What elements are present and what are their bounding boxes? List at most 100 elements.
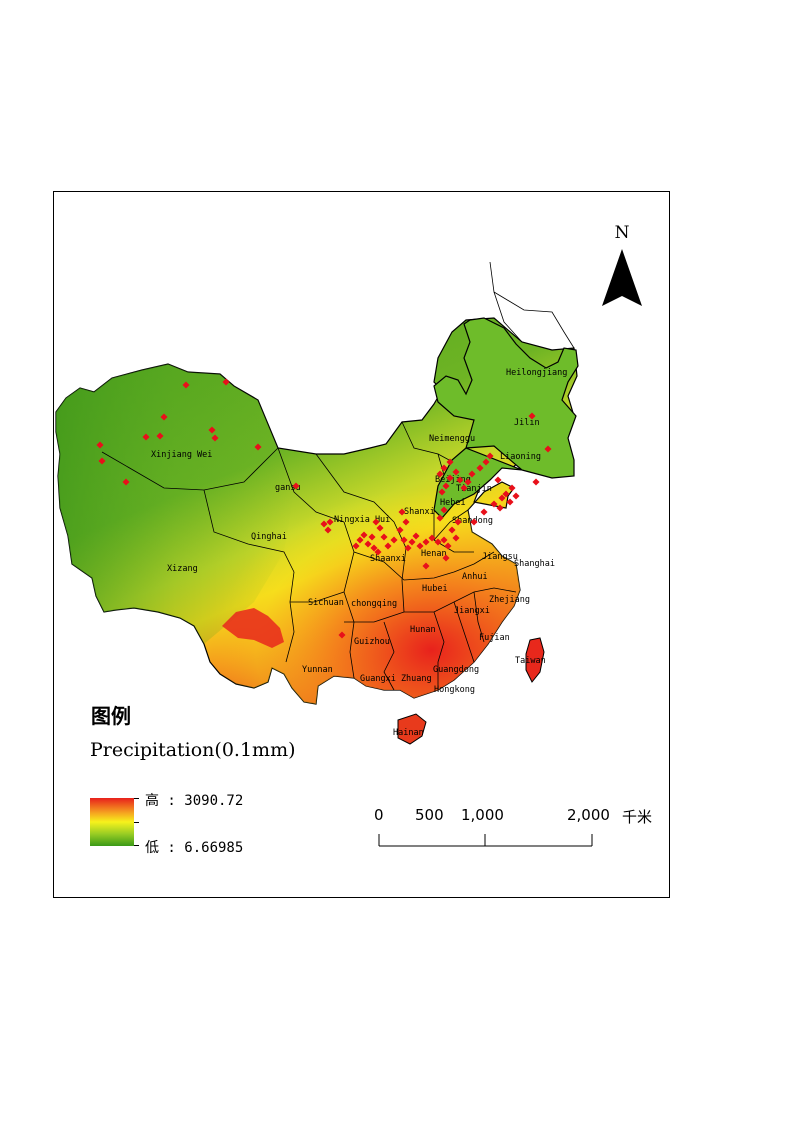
legend-low-label: 低 : 6.66985 (145, 840, 244, 856)
label-heilongjiang: Heilongjiang (506, 368, 567, 378)
sample-point (444, 542, 452, 550)
sample-point (532, 478, 540, 486)
province-labels: Heilongjiang Jilin Liaoning Neimenggu Xi… (151, 368, 567, 738)
label-chongqing: chongqing (351, 599, 397, 609)
label-xinjiang: Xinjiang Wei (151, 450, 212, 460)
sample-point (98, 457, 106, 465)
scale-unit: 千米 (622, 808, 653, 826)
sample-point (468, 470, 476, 478)
sample-point (494, 476, 502, 484)
sample-point (96, 441, 104, 449)
sample-point (384, 542, 392, 550)
sample-point (412, 532, 420, 540)
label-jiangsu: Jiangsu (482, 552, 518, 562)
sample-point (356, 536, 364, 544)
sample-points (96, 378, 552, 639)
label-gansu: gansu (275, 483, 301, 493)
sample-point (440, 506, 448, 514)
label-hunan: Hunan (410, 625, 436, 635)
north-arrow: N (602, 223, 642, 306)
sample-point (402, 518, 410, 526)
sample-point (364, 540, 372, 548)
sample-point (506, 498, 514, 506)
sample-point (428, 534, 436, 542)
sample-point (454, 518, 462, 526)
taiwan-island (525, 637, 545, 683)
sample-point (476, 464, 484, 472)
sample-point (408, 538, 416, 546)
sample-point (396, 526, 404, 534)
sample-point (438, 488, 446, 496)
sample-point (446, 474, 454, 482)
label-jilin: Jilin (514, 418, 540, 428)
sample-point (452, 468, 460, 476)
sample-point (512, 492, 520, 500)
sample-point (456, 476, 464, 484)
label-hainan: Hainan (393, 728, 424, 738)
scale-tick-1000: 1,000 (461, 806, 504, 824)
sample-point (490, 500, 498, 508)
label-hubei: Hubei (422, 584, 448, 594)
legend-subtitle: Precipitation(0.1mm) (90, 739, 296, 761)
sample-point (338, 631, 346, 639)
sample-point (464, 478, 472, 486)
label-hebei: Hebei (440, 498, 466, 508)
sample-point (324, 526, 332, 534)
sample-point (442, 482, 450, 490)
sample-point (370, 544, 378, 552)
sample-point (292, 482, 300, 490)
label-qinghai: Qinghai (251, 532, 287, 542)
label-fujian: Fujian (479, 633, 510, 643)
sample-point (390, 536, 398, 544)
sample-point (398, 508, 406, 516)
label-henan: Henan (421, 549, 447, 559)
label-ningxia: Ningxia Hui (334, 515, 390, 525)
legend-tick-mid (134, 822, 139, 823)
sample-point (436, 470, 444, 478)
sample-point (480, 508, 488, 516)
sample-point (122, 478, 130, 486)
sample-point (368, 533, 376, 541)
sample-point (434, 538, 442, 546)
north-arrow-label: N (615, 223, 630, 243)
sample-point (508, 484, 516, 492)
label-neimenggu: Neimenggu (429, 434, 475, 444)
sample-point (498, 494, 506, 502)
map-frame: Heilongjiang Jilin Liaoning Neimenggu Xi… (53, 191, 670, 898)
sample-point (446, 458, 454, 466)
sample-point (376, 524, 384, 532)
legend-tick-high (134, 798, 139, 799)
label-guizhou: Guizhou (354, 637, 390, 647)
sample-point (482, 458, 490, 466)
sample-point (160, 413, 168, 421)
sample-point (380, 533, 388, 541)
sample-point (208, 426, 216, 434)
label-sichuan: Sichuan (308, 598, 344, 608)
label-zhejiang: Zhejiang (489, 595, 530, 605)
label-xizang: Xizang (167, 564, 198, 574)
scale-tick-0: 0 (374, 806, 384, 824)
sample-point (448, 526, 456, 534)
sample-point (436, 514, 444, 522)
sample-point (442, 554, 450, 562)
sample-point (470, 518, 478, 526)
label-beijing: Beijing (435, 475, 471, 485)
sample-point (142, 433, 150, 441)
sample-point (422, 562, 430, 570)
sample-point (320, 520, 328, 528)
sample-point (416, 542, 424, 550)
label-anhui: Anhui (462, 572, 488, 582)
sample-point (222, 378, 230, 386)
label-jiangxi: Jiangxi (454, 606, 490, 616)
sample-point (182, 381, 190, 389)
sample-point (460, 484, 468, 492)
label-guangxi: Guangxi Zhuang (360, 674, 432, 684)
map-canvas: Heilongjiang Jilin Liaoning Neimenggu Xi… (55, 223, 642, 847)
label-shaanxi: Shaanxi (370, 554, 406, 564)
legend-color-ramp (90, 798, 134, 846)
label-tianjin: Tianjin (456, 484, 492, 494)
sample-point (400, 536, 408, 544)
sample-point (156, 432, 164, 440)
sample-point (452, 534, 460, 542)
legend-title: 图例 (91, 704, 131, 728)
